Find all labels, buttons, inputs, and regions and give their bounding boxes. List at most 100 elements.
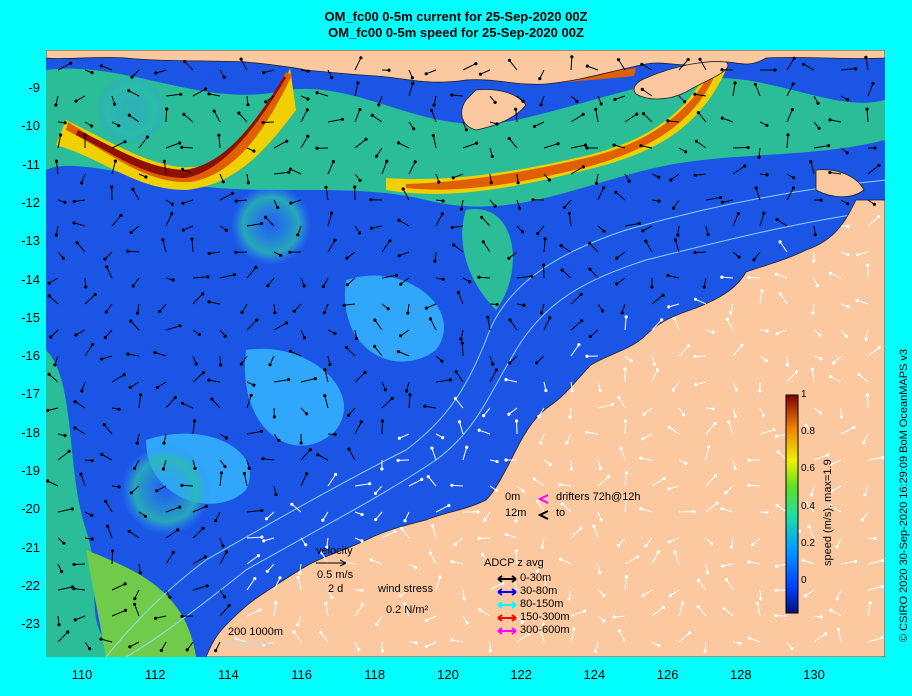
velocity-arrow-head <box>720 564 725 568</box>
velocity-arrow <box>84 344 93 357</box>
velocity-arrow-head <box>624 315 628 319</box>
velocity-arrow <box>668 303 680 308</box>
velocity-arrow-head <box>865 393 870 397</box>
velocity-arrow-head <box>84 285 88 289</box>
velocity-arrow <box>624 222 640 227</box>
velocity-arrow-head <box>585 354 589 358</box>
velocity-arrow <box>130 225 140 233</box>
velocity-arrow <box>867 457 883 461</box>
wind-stress-label: wind stress <box>378 583 434 595</box>
velocity-arrow-head <box>306 134 310 138</box>
velocity-arrow <box>57 631 69 643</box>
velocity-arrow <box>651 369 659 383</box>
velocity-arrow <box>354 138 367 149</box>
velocity-arrow-head <box>145 135 149 139</box>
velocity-arrow-head <box>757 155 761 159</box>
velocity-arrow-head <box>133 602 137 606</box>
velocity-arrow <box>400 329 410 337</box>
velocity-arrow-head <box>501 581 505 585</box>
velocity-arrow <box>105 303 113 313</box>
velocity-arrow-head <box>724 578 729 582</box>
velocity-arrow-head <box>747 458 751 462</box>
velocity-arrow-head <box>762 211 766 215</box>
velocity-arrow-head <box>765 173 769 177</box>
velocity-arrow-head <box>397 218 401 222</box>
velocity-arrow-head <box>828 118 832 122</box>
velocity-key-duration: 2 d <box>328 583 344 595</box>
velocity-arrow <box>570 527 582 539</box>
drifter-label: drifters 72h@12h <box>556 491 641 503</box>
velocity-arrow-head <box>824 632 828 636</box>
velocity-arrow <box>455 398 464 409</box>
velocity-arrow-head <box>819 357 823 361</box>
velocity-arrow-head <box>178 505 182 509</box>
velocity-arrow <box>381 398 393 409</box>
velocity-arrow-head <box>90 537 94 541</box>
velocity-arrow <box>759 213 765 227</box>
velocity-arrow <box>479 609 491 617</box>
velocity-arrow <box>867 585 883 591</box>
velocity-arrow <box>559 483 572 487</box>
velocity-arrow <box>263 121 275 123</box>
velocity-arrow-head <box>155 489 159 493</box>
velocity-arrow-head <box>47 372 51 376</box>
velocity-arrow-head <box>465 445 469 449</box>
velocity-arrow-head <box>559 244 563 248</box>
velocity-arrow <box>803 559 815 565</box>
velocity-arrow-head <box>450 559 454 564</box>
velocity-arrow-head <box>412 127 416 131</box>
longitude-tick: 128 <box>729 667 752 682</box>
velocity-arrow-head <box>562 205 567 209</box>
velocity-arrow-head <box>624 497 628 501</box>
velocity-arrow-head <box>694 383 698 387</box>
velocity-arrow <box>805 502 815 513</box>
velocity-arrow <box>354 421 362 435</box>
velocity-arrow-head <box>394 273 399 277</box>
velocity-arrow-head <box>667 305 671 309</box>
velocity-arrow-head <box>288 167 293 171</box>
velocity-arrow <box>375 485 383 494</box>
velocity-arrow-head <box>627 179 631 183</box>
velocity-arrow-head <box>581 112 585 116</box>
velocity-arrow-head <box>253 577 257 581</box>
velocity-arrow-head <box>740 343 744 347</box>
velocity-arrow-head <box>207 251 211 256</box>
velocity-arrow <box>570 56 573 71</box>
velocity-arrow-head <box>826 453 830 457</box>
velocity-arrow <box>516 633 529 643</box>
velocity-arrow-head <box>568 415 572 419</box>
velocity-arrow-head <box>345 283 349 287</box>
velocity-arrow-head <box>615 282 619 286</box>
velocity-arrow-head <box>214 649 218 653</box>
latitude-tick: -22 <box>21 577 40 593</box>
velocity-arrow-head <box>139 393 143 397</box>
velocity-arrow-head <box>292 630 296 634</box>
velocity-arrow-head <box>791 186 796 190</box>
velocity-arrow <box>616 277 626 285</box>
velocity-arrow-head <box>373 491 377 495</box>
velocity-arrow <box>215 641 221 651</box>
velocity-arrow <box>273 602 277 617</box>
velocity-arrow-head <box>170 212 174 216</box>
velocity-arrow <box>732 345 743 357</box>
velocity-arrow-head <box>558 482 562 486</box>
velocity-arrow <box>74 427 86 435</box>
velocity-arrow-head <box>835 545 839 549</box>
velocity-arrow <box>696 140 707 149</box>
velocity-arrow-head <box>53 363 57 367</box>
velocity-arrow-head <box>762 414 766 418</box>
velocity-arrow-head <box>355 337 359 341</box>
velocity-arrow-head <box>693 92 697 96</box>
velocity-arrow <box>111 141 126 149</box>
velocity-arrow <box>408 161 416 175</box>
velocity-arrow <box>641 63 653 71</box>
velocity-arrow <box>673 318 680 331</box>
velocity-arrow-head <box>129 230 133 235</box>
velocity-arrow-head <box>320 551 324 555</box>
velocity-arrow <box>165 108 168 123</box>
velocity-arrow-head <box>790 108 795 112</box>
velocity-arrow-head <box>180 401 185 405</box>
velocity-arrow-head <box>424 306 428 310</box>
velocity-arrow-head <box>491 362 495 366</box>
velocity-arrow-head <box>835 597 839 601</box>
